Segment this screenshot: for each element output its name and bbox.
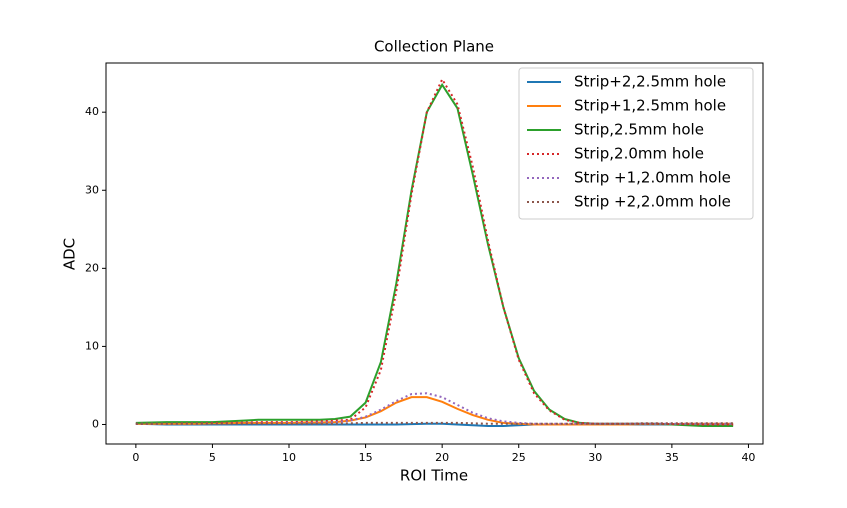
x-tick-label: 10 xyxy=(282,451,296,464)
legend-label: Strip,2.0mm hole xyxy=(574,145,704,163)
x-tick-label: 30 xyxy=(588,451,602,464)
y-tick-label: 30 xyxy=(85,183,99,196)
legend-label: Strip +1,2.0mm hole xyxy=(574,169,731,187)
legend-label: Strip,2.5mm hole xyxy=(574,121,704,139)
y-axis-label: ADC xyxy=(61,238,79,270)
y-tick-label: 10 xyxy=(85,339,99,352)
series-line xyxy=(135,392,734,425)
legend-label: Strip+2,2.5mm hole xyxy=(574,73,726,91)
x-tick-label: 40 xyxy=(741,451,755,464)
x-tick-label: 35 xyxy=(665,451,679,464)
x-tick-label: 5 xyxy=(209,451,216,464)
x-tick-label: 0 xyxy=(132,451,139,464)
series-line xyxy=(135,396,734,426)
legend-box xyxy=(518,67,754,220)
x-axis-label: ROI Time xyxy=(400,467,468,485)
y-tick-label: 20 xyxy=(85,261,99,274)
y-tick-label: 0 xyxy=(92,417,99,430)
legend-label: Strip+1,2.5mm hole xyxy=(574,97,726,115)
series-line xyxy=(135,77,734,426)
legend-label: Strip +2,2.0mm hole xyxy=(574,193,731,211)
plot-frame xyxy=(105,62,764,445)
x-tick-label: 25 xyxy=(512,451,526,464)
x-tick-label: 20 xyxy=(435,451,449,464)
y-tick-label: 40 xyxy=(85,105,99,118)
x-tick-label: 15 xyxy=(359,451,373,464)
chart-title: Collection Plane xyxy=(374,38,494,56)
